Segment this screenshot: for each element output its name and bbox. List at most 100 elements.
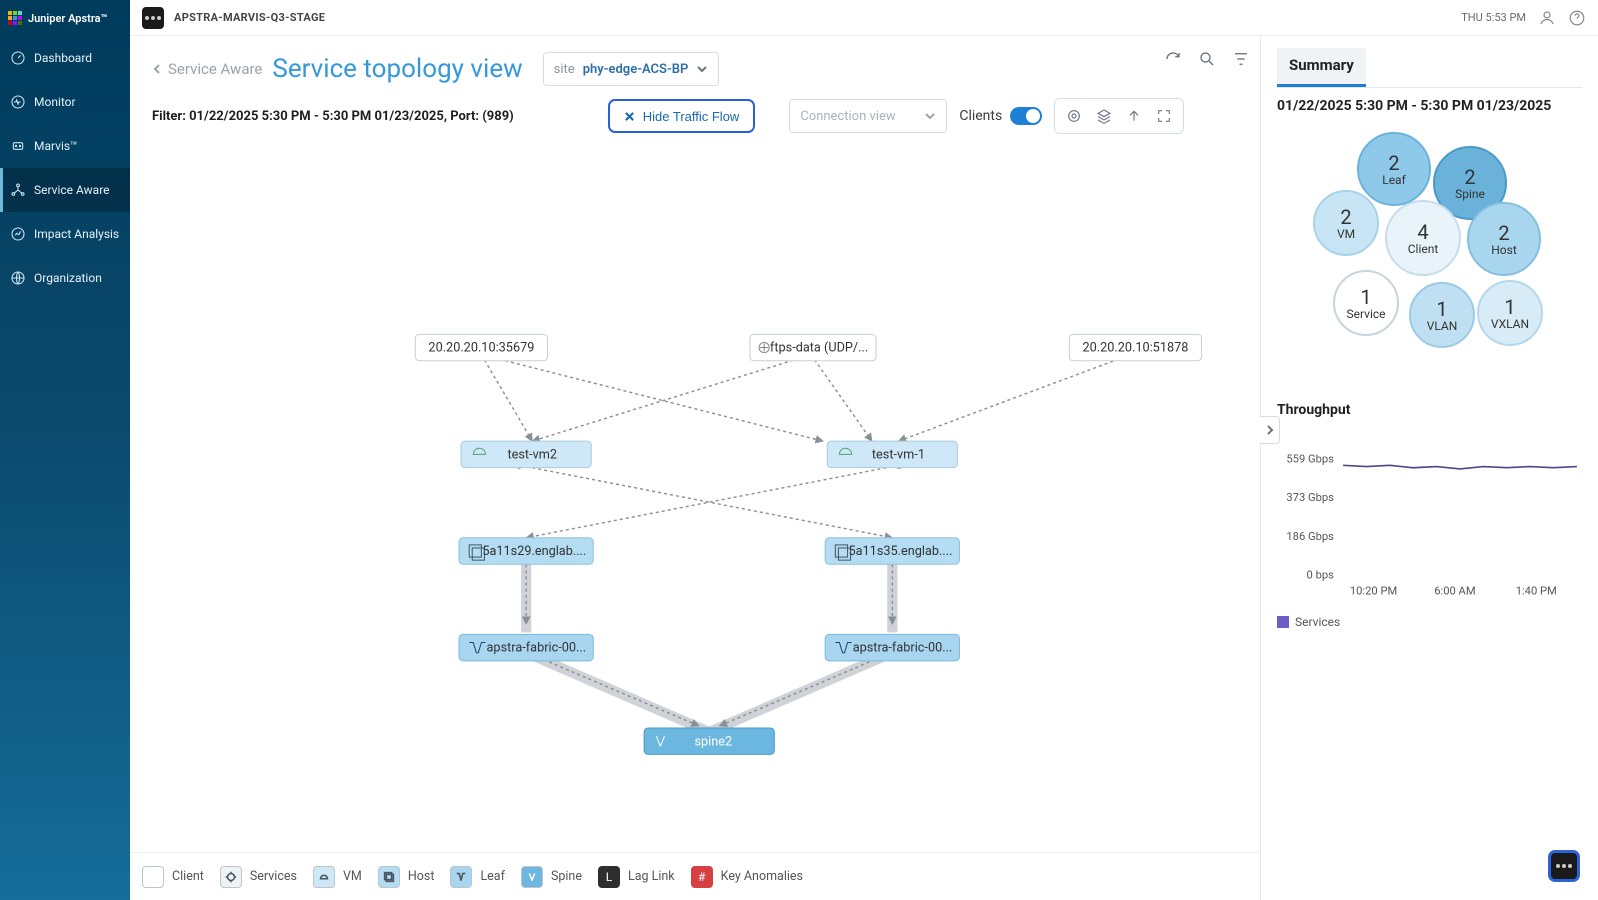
brand: Juniper Apstra™ — [0, 0, 130, 36]
close-icon — [624, 111, 635, 122]
hide-traffic-button[interactable]: Hide Traffic Flow — [608, 99, 756, 133]
app-name: APSTRA-MARVIS-Q3-STAGE — [174, 11, 325, 24]
topology-canvas[interactable]: 20.20.20.10:35679 ftps-data (UDP/... 20.… — [130, 136, 1260, 848]
sidebar-item-label: Dashboard — [34, 51, 92, 65]
svg-text:10:20 PM: 10:20 PM — [1350, 585, 1397, 598]
view-toolbar-top — [1164, 50, 1250, 68]
arrow-up-icon — [1126, 108, 1142, 124]
site-prefix: site — [554, 62, 575, 77]
assistant-button[interactable] — [1548, 850, 1580, 882]
node-service-left[interactable]: 20.20.20.10:35679 — [415, 334, 547, 360]
center-panel: Service Aware Service topology view site… — [130, 36, 1260, 900]
services-icon — [224, 870, 238, 884]
legend-lag: LLag Link — [598, 866, 675, 888]
summary-bubble[interactable]: 2Host — [1467, 202, 1541, 276]
chart-legend: Services — [1277, 615, 1582, 629]
summary-bubble[interactable]: 1VXLAN — [1477, 280, 1543, 346]
throughput-chart: 559 Gbps 373 Gbps 186 Gbps 0 bps 10:20 P… — [1277, 426, 1582, 611]
help-icon[interactable] — [1568, 9, 1586, 27]
topbar: APSTRA-MARVIS-Q3-STAGE THU 5:53 PM — [130, 0, 1598, 36]
node-service-right[interactable]: 20.20.20.10:51878 — [1069, 334, 1201, 360]
sidebar-item-dashboard[interactable]: Dashboard — [0, 36, 130, 80]
search-icon[interactable] — [1198, 50, 1216, 68]
chevron-left-icon — [152, 64, 162, 74]
sidebar-item-label: Impact Analysis — [34, 227, 119, 241]
sidebar-item-impact[interactable]: Impact Analysis — [0, 212, 130, 256]
site-select[interactable]: site phy-edge-ACS-BP — [543, 52, 720, 86]
node-service-mid[interactable]: ftps-data (UDP/... — [750, 334, 876, 360]
svg-text:apstra-fabric-00...: apstra-fabric-00... — [487, 641, 587, 656]
svg-text:1:40 PM: 1:40 PM — [1516, 585, 1557, 598]
node-leaf-right[interactable]: apstra-fabric-00... — [825, 634, 959, 660]
node-host-left[interactable]: 5a11s29.englab.... — [459, 538, 593, 564]
summary-bubble[interactable]: 4Client — [1385, 200, 1461, 276]
filter-text: Filter: 01/22/2025 5:30 PM - 5:30 PM 01/… — [152, 109, 514, 124]
svg-text:373 Gbps: 373 Gbps — [1286, 491, 1334, 504]
svg-text:5a11s29.englab....: 5a11s29.englab.... — [482, 544, 586, 559]
chevron-down-icon — [924, 110, 936, 122]
network-icon — [10, 182, 26, 198]
summary-bubble[interactable]: 1Service — [1333, 270, 1399, 336]
refresh-icon[interactable] — [1164, 50, 1182, 68]
sidebar-item-service-aware[interactable]: Service Aware — [0, 168, 130, 212]
sidebar: Juniper Apstra™ Dashboard Monitor Marvis… — [0, 0, 130, 900]
summary-bubble[interactable]: 2Leaf — [1357, 132, 1431, 206]
site-value: phy-edge-ACS-BP — [583, 62, 689, 77]
layers-button[interactable] — [1091, 103, 1117, 129]
fullscreen-button[interactable] — [1151, 103, 1177, 129]
analysis-icon — [10, 226, 26, 242]
sidebar-item-marvis[interactable]: Marvis™ — [0, 124, 130, 168]
node-leaf-left[interactable]: apstra-fabric-00... — [459, 634, 593, 660]
node-vm-right[interactable]: test-vm-1 — [827, 441, 957, 467]
svg-text:test-vm2: test-vm2 — [507, 447, 557, 462]
chevron-right-icon — [1265, 425, 1275, 435]
gauge-icon — [10, 50, 26, 66]
filter-icon[interactable] — [1232, 50, 1250, 68]
node-vm-left[interactable]: test-vm2 — [461, 441, 591, 467]
app-icon — [142, 7, 164, 29]
legend-anomaly: #Key Anomalies — [691, 866, 803, 888]
summary-bubble[interactable]: 2VM — [1313, 190, 1379, 256]
legend-spine: Spine — [521, 866, 582, 888]
legend-leaf: Leaf — [450, 866, 505, 888]
svg-text:apstra-fabric-00...: apstra-fabric-00... — [853, 641, 953, 656]
sidebar-item-monitor[interactable]: Monitor — [0, 80, 130, 124]
svg-text:20.20.20.10:51878: 20.20.20.10:51878 — [1082, 341, 1188, 356]
tab-strip: Summary — [1277, 48, 1582, 88]
breadcrumb-back[interactable]: Service Aware — [152, 60, 262, 78]
connection-view-select[interactable]: Connection view — [789, 99, 947, 133]
sidebar-item-label: Service Aware — [34, 183, 110, 197]
up-button[interactable] — [1121, 103, 1147, 129]
chart-title: Throughput — [1277, 402, 1582, 418]
locate-button[interactable] — [1061, 103, 1087, 129]
summary-range: 01/22/2025 5:30 PM - 5:30 PM 01/23/2025 — [1277, 98, 1582, 114]
summary-bubble[interactable]: 1VLAN — [1409, 282, 1475, 348]
page-title: Service topology view — [272, 54, 522, 84]
tab-summary[interactable]: Summary — [1277, 48, 1366, 87]
locate-icon — [1066, 108, 1082, 124]
spine-icon — [525, 870, 539, 884]
breadcrumb-label: Service Aware — [168, 60, 262, 78]
sidebar-item-label: Organization — [34, 271, 102, 285]
legend-vm: VM — [313, 866, 362, 888]
legend-swatch — [1277, 616, 1289, 628]
globe-icon — [10, 270, 26, 286]
pulse-icon — [10, 94, 26, 110]
node-spine[interactable]: spine2 — [644, 728, 774, 754]
sidebar-item-label: Monitor — [34, 95, 76, 109]
summary-panel: Summary 01/22/2025 5:30 PM - 5:30 PM 01/… — [1260, 36, 1598, 900]
host-icon — [382, 870, 396, 884]
legend-services: Services — [220, 866, 297, 888]
brand-name: Juniper Apstra™ — [28, 12, 107, 25]
expand-icon — [1156, 108, 1172, 124]
svg-text:ftps-data (UDP/...: ftps-data (UDP/... — [770, 341, 868, 356]
view-mini-toolbar — [1054, 98, 1184, 134]
clients-label: Clients — [959, 108, 1002, 124]
sidebar-item-org[interactable]: Organization — [0, 256, 130, 300]
legend-host: Host — [378, 866, 435, 888]
node-host-right[interactable]: 5a11s35.englab.... — [825, 538, 959, 564]
summary-bubbles: 2Leaf2Spine2VM4Client2Host1Service1VLAN1… — [1277, 132, 1582, 372]
user-icon[interactable] — [1538, 9, 1556, 27]
clients-toggle[interactable] — [1010, 107, 1042, 125]
robot-icon — [10, 138, 26, 154]
